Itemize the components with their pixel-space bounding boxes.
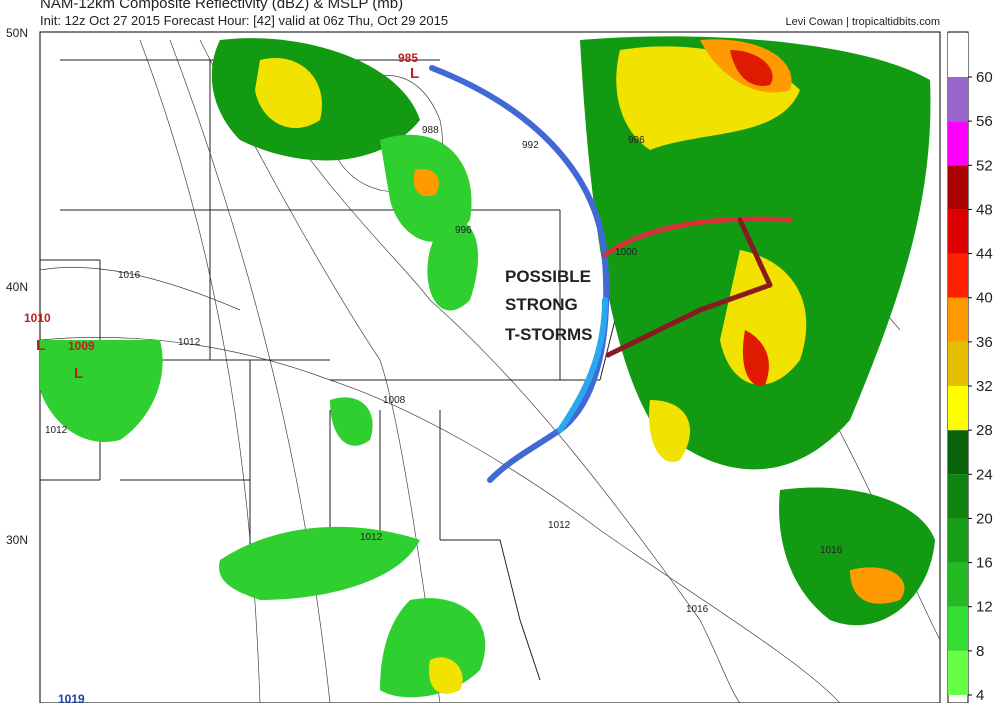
colorbar-band xyxy=(948,165,968,210)
colorbar-band xyxy=(948,209,968,254)
pressure-label: 1012 xyxy=(45,425,68,436)
colorbar-label: 28 xyxy=(976,422,993,439)
colorbar-label: 12 xyxy=(976,599,993,616)
colorbar-band xyxy=(948,430,968,475)
colorbar-label: 56 xyxy=(976,113,993,130)
radar-echoes xyxy=(40,36,935,698)
colorbar-band xyxy=(948,341,968,386)
pressure-label: 1008 xyxy=(383,395,406,406)
colorbar-label: 60 xyxy=(976,69,993,86)
title: NAM-12km Composite Reflectivity (dBZ) & … xyxy=(40,0,403,12)
pressure-label: 1012 xyxy=(360,532,383,543)
lat-label: 50N xyxy=(6,26,28,40)
colorbar-label: 36 xyxy=(976,334,993,351)
colorbar-band xyxy=(948,77,968,122)
colorbar-label: 16 xyxy=(976,555,993,572)
colorbar-band xyxy=(948,518,968,563)
pressure-label: 1009 xyxy=(68,339,95,353)
pressure-label: 1010 xyxy=(24,311,51,325)
pressure-label: 1016 xyxy=(118,270,141,281)
pressure-label: 996 xyxy=(455,225,472,236)
colorbar-band xyxy=(948,33,968,77)
colorbar-label: 4 xyxy=(976,687,984,703)
colorbar-label: 8 xyxy=(976,643,984,660)
annotations: POSSIBLE STRONG T-STORMS xyxy=(429,65,793,483)
colorbar-label: 20 xyxy=(976,510,993,527)
pressure-label: 1016 xyxy=(820,545,843,556)
colorbar-label: 48 xyxy=(976,201,993,218)
colorbar-band xyxy=(948,474,968,519)
pressure-label: 992 xyxy=(522,140,539,151)
low-marker: L xyxy=(36,337,45,354)
pressure-label: 1016 xyxy=(686,604,709,615)
pressure-label: 988 xyxy=(422,125,439,136)
colorbar-band xyxy=(948,121,968,166)
colorbar-band xyxy=(948,650,968,695)
low-marker: L xyxy=(410,65,419,82)
lat-label: 40N xyxy=(6,280,28,294)
colorbar-band xyxy=(948,297,968,342)
colorbar-label: 40 xyxy=(976,290,993,307)
colorbar-band xyxy=(948,606,968,651)
colorbar-label: 24 xyxy=(976,466,993,483)
annotation-line: STRONG xyxy=(505,295,578,314)
colorbar-label: 32 xyxy=(976,378,993,395)
annotation-line: T-STORMS xyxy=(505,325,593,344)
pressure-label: 1012 xyxy=(178,337,201,348)
pressure-label: 996 xyxy=(628,135,645,146)
colorbar-label: 52 xyxy=(976,157,993,174)
colorbar-band xyxy=(948,253,968,298)
colorbar-band xyxy=(948,386,968,431)
lat-label: 30N xyxy=(6,533,28,547)
annotation-line: POSSIBLE xyxy=(505,267,591,286)
colorbar-label: 44 xyxy=(976,246,993,263)
subtitle: Init: 12z Oct 27 2015 Forecast Hour: [42… xyxy=(40,13,448,28)
pressure-label: 1019 xyxy=(58,692,85,703)
pressure-label: 1012 xyxy=(548,520,571,531)
credit: Levi Cowan | tropicaltidbits.com xyxy=(786,16,940,28)
low-marker: L xyxy=(74,365,83,382)
map: POSSIBLE STRONG T-STORMS xyxy=(39,31,941,703)
pressure-label: 1000 xyxy=(615,247,638,258)
pressure-label: 985 xyxy=(398,51,418,65)
colorbar-band xyxy=(948,562,968,607)
